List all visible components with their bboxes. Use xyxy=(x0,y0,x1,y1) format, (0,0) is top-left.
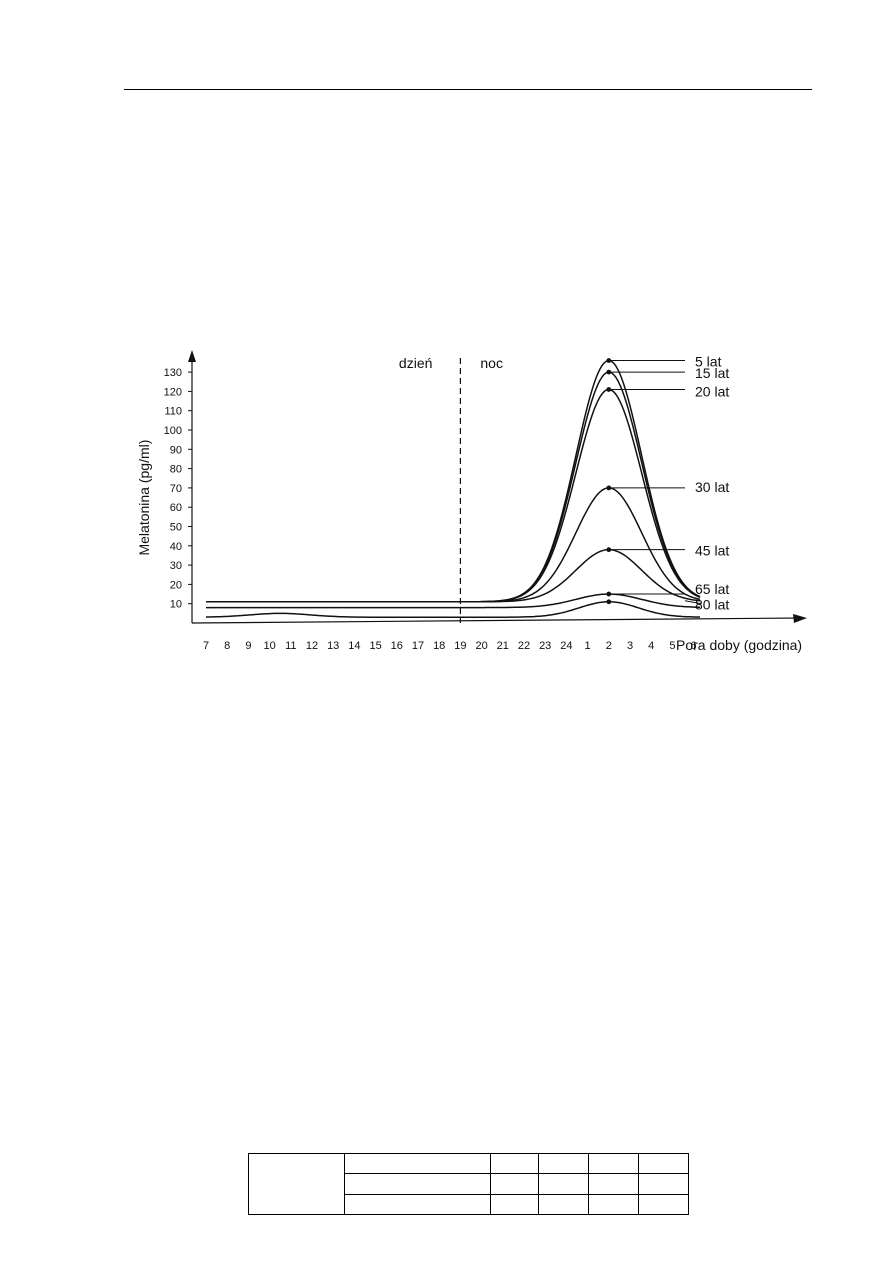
series-label: 45 lat xyxy=(695,543,729,559)
y-tick-label: 30 xyxy=(170,560,182,572)
y-tick-label: 70 xyxy=(170,483,182,495)
table-cell xyxy=(344,1152,491,1175)
y-tick-label: 130 xyxy=(164,367,182,379)
table-cell xyxy=(344,1193,491,1216)
x-tick-label: 24 xyxy=(560,640,572,652)
x-axis xyxy=(191,617,802,624)
x-tick-label: 5 xyxy=(669,640,675,652)
y-axis-arrow xyxy=(188,350,196,362)
series-label: 15 lat xyxy=(695,365,729,381)
series-line xyxy=(206,548,701,603)
series-line xyxy=(206,487,701,603)
table-cell xyxy=(490,1152,539,1175)
x-tick-label: 16 xyxy=(391,640,403,652)
y-tick-label: 10 xyxy=(170,599,182,611)
y-tick-label: 40 xyxy=(170,541,182,553)
y-tick-label: 100 xyxy=(164,425,182,437)
x-tick-label: 1 xyxy=(585,640,591,652)
y-tick-label: 60 xyxy=(170,502,182,514)
day-label: dzień xyxy=(399,355,432,371)
x-tick-label: 18 xyxy=(433,640,445,652)
footer-table xyxy=(248,1152,689,1216)
night-label: noc xyxy=(480,355,503,371)
x-tick-label: 6 xyxy=(691,640,697,652)
x-tick-label: 12 xyxy=(306,640,318,652)
x-tick-label: 19 xyxy=(454,640,466,652)
table-cell xyxy=(638,1173,689,1195)
table-cell xyxy=(490,1193,539,1216)
x-tick-label: 11 xyxy=(285,640,296,652)
x-tick-label: 7 xyxy=(203,640,209,652)
y-tick-label: 120 xyxy=(164,386,182,398)
series-peak-point xyxy=(606,599,612,605)
x-tick-label: 9 xyxy=(245,640,251,652)
x-tick-label: 15 xyxy=(369,640,381,652)
x-tick-label: 17 xyxy=(412,640,424,652)
y-tick-label: 90 xyxy=(170,444,182,456)
x-tick-label: 21 xyxy=(497,640,509,652)
series-label: 65 lat xyxy=(695,581,729,597)
y-tick-label: 20 xyxy=(170,579,182,591)
table-cell xyxy=(588,1193,639,1216)
x-tick-label: 8 xyxy=(224,640,230,652)
table-cell xyxy=(588,1173,639,1195)
x-tick-label: 14 xyxy=(348,640,360,652)
table-cell xyxy=(538,1152,589,1175)
x-axis-label: Pora doby (godzina) xyxy=(676,637,802,653)
series-line xyxy=(206,359,701,603)
y-tick-label: 110 xyxy=(164,406,182,418)
table-cell xyxy=(248,1153,345,1215)
leader-line xyxy=(684,600,702,605)
table-cell xyxy=(538,1193,589,1216)
x-tick-label: 23 xyxy=(539,640,551,652)
table-cell xyxy=(588,1152,639,1175)
series-label: 5 lat xyxy=(695,354,722,370)
table-cell xyxy=(344,1173,491,1195)
x-tick-label: 20 xyxy=(475,640,487,652)
series-line xyxy=(206,388,701,603)
x-tick-label: 2 xyxy=(606,640,612,652)
series-label: 30 lat xyxy=(695,479,729,495)
series-line xyxy=(206,601,701,618)
x-axis-arrow xyxy=(793,614,807,623)
header-rule xyxy=(124,89,812,90)
x-tick-label: 22 xyxy=(518,640,530,652)
x-tick-label: 4 xyxy=(648,640,654,652)
series-line xyxy=(206,371,701,603)
table-cell xyxy=(638,1193,689,1216)
table-cell xyxy=(638,1152,689,1175)
series-label: 20 lat xyxy=(695,383,729,399)
x-tick-label: 3 xyxy=(627,640,633,652)
y-axis-label: Melatonina (pg/ml) xyxy=(136,440,152,556)
x-tick-label: 10 xyxy=(263,640,275,652)
series-line xyxy=(206,593,701,609)
series-label: 80 lat xyxy=(695,597,729,613)
y-tick-label: 80 xyxy=(170,464,182,476)
table-row xyxy=(249,1193,689,1216)
table-row xyxy=(248,1152,689,1215)
table-cell xyxy=(538,1173,589,1195)
x-tick-label: 13 xyxy=(327,640,339,652)
y-tick-label: 50 xyxy=(170,522,182,534)
table-cell xyxy=(490,1173,539,1195)
